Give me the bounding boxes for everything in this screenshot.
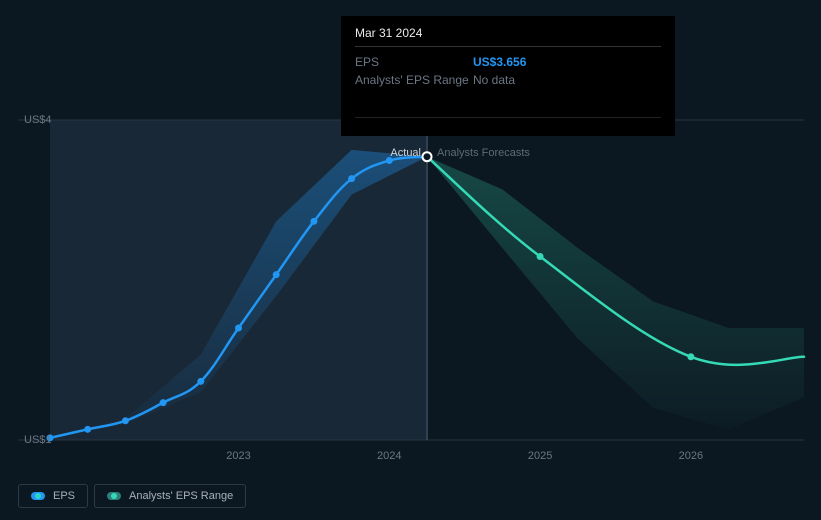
x-axis-tick-label: 2026 xyxy=(679,450,703,462)
legend-dot-icon xyxy=(35,493,41,499)
x-axis-tick-label: 2024 xyxy=(377,450,401,462)
tooltip: Mar 31 2024 EPSUS$3.656Analysts' EPS Ran… xyxy=(341,16,675,136)
eps-marker[interactable] xyxy=(235,325,242,332)
eps-forecast-chart: US$4US$1 2023202420252026 ActualAnalysts… xyxy=(18,120,804,450)
tooltip-row-label: EPS xyxy=(355,53,473,71)
legend-item-label: Analysts' EPS Range xyxy=(129,490,233,502)
eps-marker[interactable] xyxy=(160,399,167,406)
tooltip-row-value: US$3.656 xyxy=(473,53,526,71)
legend-swatch-icon xyxy=(31,492,45,500)
legend-item-eps[interactable]: EPS xyxy=(18,484,88,508)
legend-item-eps-range[interactable]: Analysts' EPS Range xyxy=(94,484,246,508)
eps-marker[interactable] xyxy=(310,218,317,225)
y-axis-tick-label: US$1 xyxy=(24,434,52,446)
actual-label: Actual xyxy=(390,147,421,159)
chart-svg xyxy=(18,120,804,460)
forecast-label: Analysts Forecasts xyxy=(437,147,530,159)
eps-range-forecast-band xyxy=(427,157,804,430)
tooltip-row-label: Analysts' EPS Range xyxy=(355,71,473,89)
eps-marker[interactable] xyxy=(273,271,280,278)
forecast-marker[interactable] xyxy=(537,253,544,260)
x-axis-tick-label: 2023 xyxy=(226,450,250,462)
legend: EPS Analysts' EPS Range xyxy=(18,484,246,508)
legend-swatch-icon xyxy=(107,492,121,500)
legend-item-label: EPS xyxy=(53,490,75,502)
tooltip-row: Analysts' EPS RangeNo data xyxy=(355,71,661,89)
legend-dot-icon xyxy=(111,493,117,499)
eps-marker[interactable] xyxy=(348,175,355,182)
tooltip-bottom-separator xyxy=(355,117,661,118)
tooltip-separator xyxy=(355,46,661,47)
eps-marker[interactable] xyxy=(197,378,204,385)
tooltip-row: EPSUS$3.656 xyxy=(355,53,661,71)
y-axis-tick-label: US$4 xyxy=(24,114,52,126)
x-axis-tick-label: 2025 xyxy=(528,450,552,462)
tooltip-date: Mar 31 2024 xyxy=(355,26,661,40)
tooltip-row-value: No data xyxy=(473,71,515,89)
forecast-marker[interactable] xyxy=(687,353,694,360)
hover-marker[interactable] xyxy=(423,152,432,161)
eps-marker[interactable] xyxy=(84,426,91,433)
eps-marker[interactable] xyxy=(122,417,129,424)
